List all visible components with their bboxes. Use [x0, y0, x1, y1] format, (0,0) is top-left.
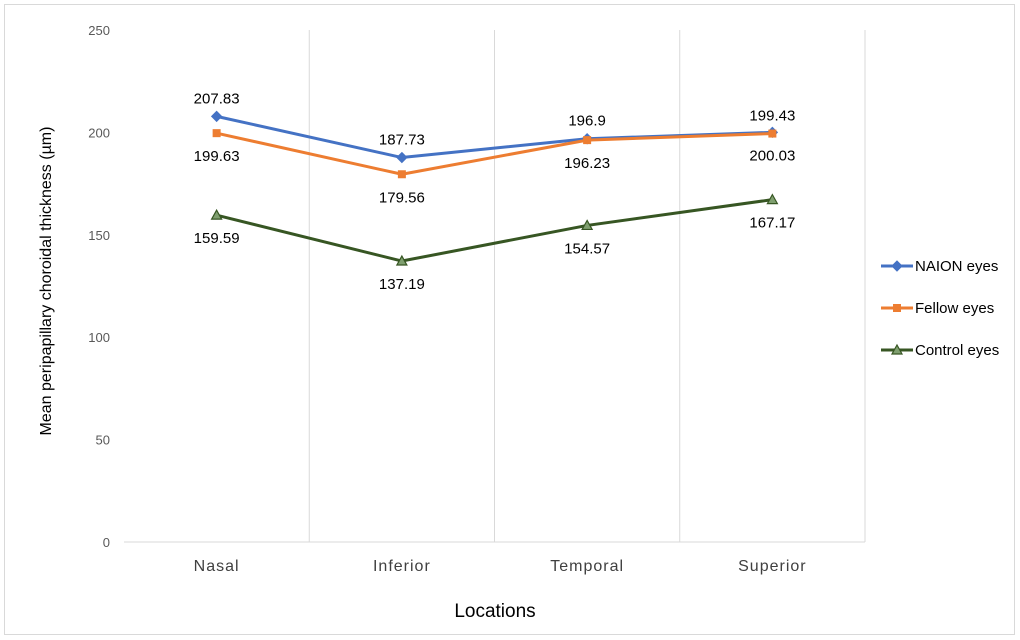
line-chart: 0 50 100 150 200 250 Nasal Inferior Temporal Sup…: [38, 23, 999, 622]
data-point: [583, 136, 592, 145]
series-line: [216, 198, 773, 263]
data-point: [210, 110, 223, 123]
y-tick-label: 250: [88, 23, 110, 38]
x-tick-label: Superior: [738, 558, 806, 575]
series-control-eyes: [210, 193, 779, 266]
x-tick-label: Temporal: [550, 558, 624, 575]
data-point: [581, 219, 594, 231]
y-tick-label: 100: [88, 330, 110, 345]
legend-label: Fellow eyes: [915, 300, 994, 317]
data-label: 207.83: [194, 90, 240, 107]
y-tick-label: 0: [103, 535, 110, 550]
data-labels: 207.83 187.73 196.9 200.03 199.63 179.56 196.2…: [194, 90, 796, 293]
series-fellow-eyes: [212, 129, 777, 179]
series-line: [216, 131, 773, 176]
data-label: 196.23: [564, 155, 610, 172]
data-point: [396, 151, 408, 164]
legend-marker: [893, 304, 901, 312]
data-point: [212, 129, 221, 138]
series-lines: [210, 110, 779, 266]
data-label: 199.63: [194, 148, 240, 165]
legend-marker: [890, 343, 904, 355]
data-label: 199.43: [749, 108, 795, 125]
y-tick-label: 200: [88, 125, 110, 140]
x-tick-label: Inferior: [373, 558, 431, 575]
data-point: [766, 193, 779, 205]
x-axis-title: Locations: [454, 601, 535, 622]
data-label: 154.57: [564, 240, 610, 257]
y-tick-label: 50: [96, 433, 110, 448]
data-label: 167.17: [749, 215, 795, 232]
data-point: [395, 254, 408, 266]
x-axis-ticks: Nasal Inferior Temporal Superior: [194, 558, 806, 575]
legend-label: NAION eyes: [915, 258, 998, 275]
data-label: 159.59: [194, 230, 240, 247]
legend: NAION eyes Fellow eyes Control eyes: [881, 258, 999, 359]
data-label: 200.03: [749, 147, 795, 164]
y-axis-ticks: 0 50 100 150 200 250: [88, 23, 110, 550]
data-point: [768, 129, 777, 138]
legend-item: NAION eyes: [881, 258, 998, 275]
y-axis-title: Mean peripapillary choroidal thickness (…: [38, 127, 55, 436]
data-point: [210, 208, 223, 220]
data-label: 179.56: [379, 189, 425, 206]
legend-marker: [891, 260, 903, 272]
data-label: 137.19: [379, 276, 425, 293]
legend-item: Control eyes: [881, 342, 999, 359]
data-label: 187.73: [379, 132, 425, 149]
legend-label: Control eyes: [915, 342, 999, 359]
gridlines: [124, 30, 866, 543]
chart-frame: 0 50 100 150 200 250 Nasal Inferior Temporal Sup…: [4, 4, 1015, 635]
data-label: 196.9: [568, 113, 606, 130]
y-tick-label: 150: [88, 228, 110, 243]
legend-item: Fellow eyes: [881, 300, 994, 317]
x-tick-label: Nasal: [194, 558, 240, 575]
data-point: [397, 170, 406, 179]
